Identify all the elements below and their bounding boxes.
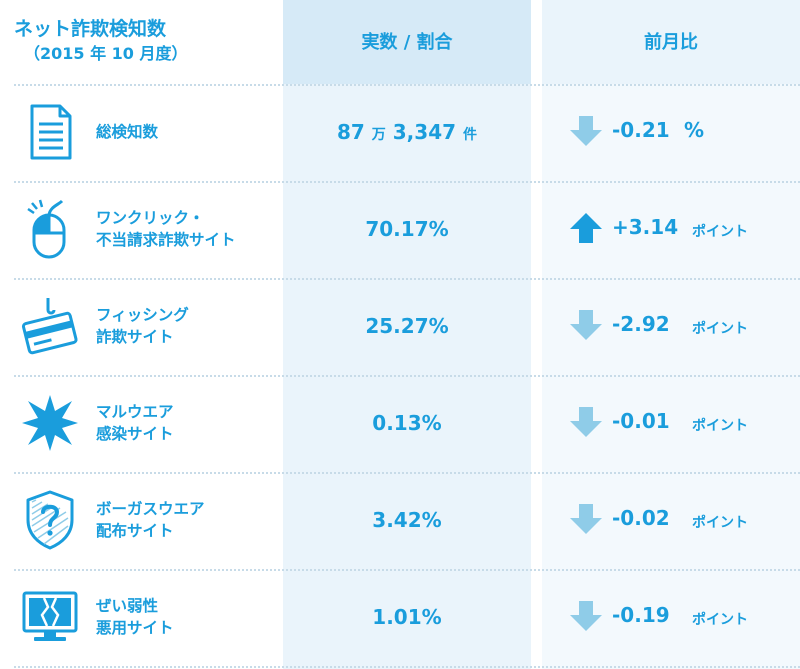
row-label-line: ボーガスウエア bbox=[96, 500, 205, 518]
row-label-line: 配布サイト bbox=[96, 522, 174, 540]
table-subtitle: （2015 年 10 月度） bbox=[24, 44, 188, 63]
row-label-line: 詐欺サイト bbox=[96, 328, 174, 346]
row-value: 25.27% bbox=[365, 314, 449, 338]
row-change: -0.21% bbox=[560, 84, 800, 181]
arrow-down-icon bbox=[570, 407, 602, 437]
table-row: ボーガスウエア 配布サイト 3.42% -0.02 ポイント bbox=[0, 472, 800, 569]
row-divider bbox=[14, 569, 800, 571]
arrow-down-icon bbox=[570, 601, 602, 631]
table-row: ぜい弱性悪用サイト 1.01% -0.19 ポイント bbox=[0, 569, 800, 666]
row-change: +3.14 ポイント bbox=[560, 181, 800, 278]
row-divider bbox=[14, 84, 800, 86]
value-number: 3,347 bbox=[392, 120, 457, 144]
ratio-header-background bbox=[283, 0, 531, 84]
document-icon bbox=[30, 104, 72, 160]
value-unit: 件 bbox=[463, 127, 477, 143]
row-label-line: 悪用サイト bbox=[96, 619, 174, 637]
row-label-line: 総検知数 bbox=[96, 123, 159, 141]
row-label-line: フィッシング bbox=[96, 306, 189, 324]
credit-card-hook-icon bbox=[21, 298, 78, 355]
table-row: ワンクリック・不当請求詐欺サイト 70.17% +3.14 ポイント bbox=[0, 181, 800, 278]
change-unit: ポイント bbox=[692, 321, 748, 337]
row-value: 3.42% bbox=[372, 508, 442, 532]
row-change: -0.01 ポイント bbox=[560, 375, 800, 472]
arrow-down-icon bbox=[570, 310, 602, 340]
value-number: 87 bbox=[336, 120, 365, 144]
row-value: 87 万 3,347 件 bbox=[283, 120, 531, 144]
table-title: ネット詐欺検知数 bbox=[14, 18, 167, 40]
table-row: マルウエア感染サイト 0.13% -0.01 ポイント bbox=[0, 375, 800, 472]
row-label: ボーガスウエア 配布サイト bbox=[96, 498, 276, 542]
row-change: -0.19 ポイント bbox=[560, 569, 800, 666]
malware-burst-icon bbox=[22, 395, 78, 451]
change-unit: ポイント bbox=[692, 418, 748, 434]
ratio-column-background bbox=[283, 0, 531, 669]
row-label-line: 不当請求詐欺サイト bbox=[96, 231, 236, 249]
change-unit: ポイント bbox=[692, 515, 748, 531]
value-unit: 万 bbox=[371, 127, 386, 143]
row-change: -2.92 ポイント bbox=[560, 278, 800, 375]
row-value: 1.01% bbox=[372, 605, 442, 629]
row-change: -0.02 ポイント bbox=[560, 472, 800, 569]
row-divider bbox=[14, 278, 800, 280]
row-label: ワンクリック・不当請求詐欺サイト bbox=[96, 207, 276, 251]
change-value: -0.19 bbox=[612, 603, 670, 627]
broken-monitor-icon bbox=[22, 591, 78, 641]
row-label-line: マルウエア bbox=[96, 403, 174, 421]
table-row: フィッシング 詐欺サイト 25.27% -2.92 ポイント bbox=[0, 278, 800, 375]
shield-question-icon bbox=[26, 490, 74, 550]
row-divider bbox=[14, 375, 800, 377]
row-label: 総検知数 bbox=[96, 121, 276, 143]
change-value: -0.01 bbox=[612, 409, 670, 433]
change-value: +3.14 bbox=[612, 215, 679, 239]
column-header-change: 前月比 bbox=[644, 32, 698, 53]
column-header-ratio: 実数 / 割合 bbox=[361, 32, 453, 53]
change-header-background bbox=[542, 0, 800, 84]
row-label-line: ワンクリック・ bbox=[96, 209, 205, 227]
row-value: 70.17% bbox=[365, 217, 449, 241]
arrow-down-icon bbox=[570, 116, 602, 146]
change-value: -2.92 bbox=[612, 312, 670, 336]
arrow-up-icon bbox=[570, 213, 602, 243]
row-divider bbox=[14, 472, 800, 474]
arrow-down-icon bbox=[570, 504, 602, 534]
change-unit: ポイント bbox=[692, 612, 748, 628]
mouse-icon bbox=[27, 199, 66, 259]
change-unit: % bbox=[684, 118, 705, 142]
row-value: 0.13% bbox=[372, 411, 442, 435]
row-label: ぜい弱性 悪用サイト bbox=[96, 595, 276, 639]
row-label-line: ぜい弱性 bbox=[96, 597, 159, 615]
change-unit: ポイント bbox=[692, 224, 748, 240]
row-label: マルウエア感染サイト bbox=[96, 401, 276, 445]
row-divider bbox=[14, 666, 800, 668]
row-label-line: 感染サイト bbox=[96, 425, 174, 443]
row-divider bbox=[14, 181, 800, 183]
change-value: -0.21 bbox=[612, 118, 670, 142]
row-label: フィッシング 詐欺サイト bbox=[96, 304, 276, 348]
table-row: 総検知数 87 万 3,347 件 -0.21% bbox=[0, 84, 800, 181]
change-value: -0.02 bbox=[612, 506, 670, 530]
